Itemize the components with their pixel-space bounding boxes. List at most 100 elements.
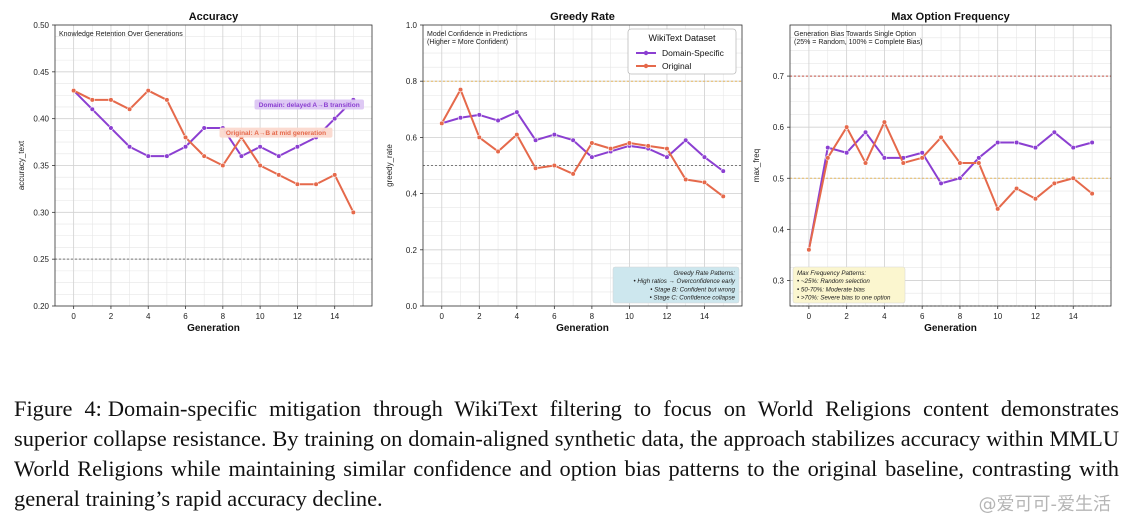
y-tick-label: 0.20 bbox=[33, 302, 49, 311]
data-point-domain bbox=[976, 155, 982, 161]
x-tick-label: 8 bbox=[590, 312, 595, 321]
data-point-domain bbox=[532, 137, 539, 143]
series-line-domain bbox=[72, 89, 355, 158]
legend-title: WikiText Dataset bbox=[648, 33, 716, 43]
data-point-original bbox=[532, 165, 539, 171]
data-point-domain bbox=[664, 154, 670, 160]
data-point-domain bbox=[126, 144, 133, 150]
data-point-original bbox=[126, 106, 133, 112]
chart-1: 0 2 4 6 8 10 12 14 0.20 0.25 0.30 0.35 0.40 0.45 0.50 A… bbox=[17, 11, 373, 334]
data-point-original bbox=[608, 146, 614, 152]
x-tick-label: 14 bbox=[700, 312, 709, 321]
x-tick-label: 6 bbox=[920, 312, 925, 321]
data-point-domain bbox=[551, 131, 557, 138]
data-point-original bbox=[720, 193, 726, 200]
data-point-domain bbox=[862, 129, 869, 135]
data-point-original bbox=[1013, 185, 1020, 192]
data-point-domain bbox=[332, 116, 338, 122]
data-point-original bbox=[313, 181, 319, 187]
x-axis-label: Generation bbox=[924, 323, 977, 334]
data-point-original bbox=[220, 162, 226, 169]
data-point-original bbox=[332, 172, 338, 178]
x-tick-label: 2 bbox=[477, 312, 482, 321]
pattern-note: Max Frequency Patterns:• ~25%: Random se… bbox=[792, 266, 906, 304]
x-tick-label: 12 bbox=[1031, 312, 1040, 321]
data-point-original bbox=[457, 87, 464, 93]
chart-subtitle: Model Confidence in Predictions bbox=[427, 31, 528, 38]
y-tick-label: 0.25 bbox=[33, 255, 49, 264]
x-tick-label: 8 bbox=[221, 312, 226, 321]
data-point-domain bbox=[995, 139, 1001, 146]
data-point-domain bbox=[514, 109, 520, 115]
note-line: • >70%: Severe bias to one option bbox=[797, 295, 891, 302]
chart-title: Max Option Frequency bbox=[891, 11, 1010, 23]
data-point-original bbox=[1089, 191, 1095, 197]
data-point-original bbox=[1070, 175, 1076, 181]
data-point-domain bbox=[495, 117, 501, 124]
chart-subtitle-line-2: (Higher = More Confident) bbox=[427, 39, 508, 46]
caption-text: Domain-specific mitigation through WikiT… bbox=[14, 396, 1119, 511]
axes-frame bbox=[789, 24, 1112, 307]
legend-label-original: Original bbox=[662, 61, 691, 71]
data-point-original bbox=[938, 134, 944, 140]
figure: 0 2 4 6 8 10 12 14 0.20 0.25 0.30 0.35 0.40 0.45 0.50 A… bbox=[17, 11, 1112, 334]
data-point-domain bbox=[570, 137, 576, 143]
annotation-text: Domain: delayed A→B transition bbox=[259, 102, 360, 109]
data-point-original bbox=[71, 87, 77, 94]
x-tick-label: 10 bbox=[625, 312, 634, 321]
data-point-domain bbox=[938, 180, 944, 186]
chart-title: Accuracy bbox=[189, 11, 239, 23]
data-point-original bbox=[514, 131, 520, 138]
x-tick-label: 4 bbox=[146, 312, 151, 321]
data-point-original bbox=[900, 160, 906, 166]
y-tick-label: 1.0 bbox=[406, 21, 418, 30]
data-point-domain bbox=[238, 153, 245, 159]
y-axis-label: accuracy_text bbox=[17, 140, 26, 190]
data-point-original bbox=[881, 119, 888, 125]
data-point-domain bbox=[257, 144, 263, 150]
chart-subtitle: Knowledge Retention Over Generations bbox=[59, 31, 183, 38]
series-line-domain bbox=[441, 111, 724, 172]
y-tick-label: 0.50 bbox=[33, 21, 49, 30]
x-tick-label: 14 bbox=[330, 312, 339, 321]
x-tick-label: 12 bbox=[293, 312, 302, 321]
data-point-domain bbox=[1089, 139, 1095, 146]
data-point-original bbox=[294, 181, 301, 187]
x-tick-label: 12 bbox=[662, 312, 671, 321]
y-tick-label: 0.2 bbox=[406, 246, 418, 255]
data-point-original bbox=[570, 171, 576, 177]
data-point-original bbox=[1051, 180, 1057, 186]
data-point-original bbox=[1032, 196, 1039, 202]
data-point-domain bbox=[1032, 145, 1039, 151]
annotation-text: Original: A→B at mid generation bbox=[226, 130, 326, 137]
note-box bbox=[792, 266, 906, 304]
data-point-original bbox=[145, 87, 151, 94]
series-line-domain bbox=[807, 131, 1093, 250]
chart-2: 0 2 4 6 8 10 12 14 0.0 0.2 0.4 0.6 0.8 1.0 Greedy Rate… bbox=[385, 11, 743, 334]
series-domain bbox=[806, 129, 1095, 253]
x-tick-label: 4 bbox=[882, 312, 887, 321]
data-point-original bbox=[645, 143, 651, 149]
data-point-original bbox=[589, 140, 595, 146]
y-axis-label: max_freq bbox=[752, 149, 761, 182]
x-tick-label: 6 bbox=[552, 312, 557, 321]
data-point-domain bbox=[89, 106, 95, 112]
series-original bbox=[806, 119, 1095, 253]
series-line-original bbox=[807, 121, 1093, 251]
watermark: @爱可可-爱生活 bbox=[978, 494, 1112, 515]
data-point-domain bbox=[1070, 145, 1076, 151]
x-tick-label: 14 bbox=[1069, 312, 1078, 321]
data-point-original bbox=[439, 120, 445, 126]
x-tick-label: 2 bbox=[844, 312, 849, 321]
data-point-domain bbox=[145, 153, 151, 159]
figure-caption: Figure 4: Domain-specific mitigation thro… bbox=[14, 394, 1119, 514]
data-point-original bbox=[919, 155, 925, 161]
data-point-domain bbox=[201, 125, 207, 131]
data-point-original bbox=[844, 124, 850, 130]
data-point-original bbox=[89, 97, 95, 103]
y-axis-label: greedy_rate bbox=[385, 144, 394, 187]
series-original bbox=[439, 87, 726, 200]
y-tick-label: 0.4 bbox=[406, 190, 418, 199]
data-point-domain bbox=[164, 153, 170, 159]
data-point-original bbox=[201, 153, 207, 159]
